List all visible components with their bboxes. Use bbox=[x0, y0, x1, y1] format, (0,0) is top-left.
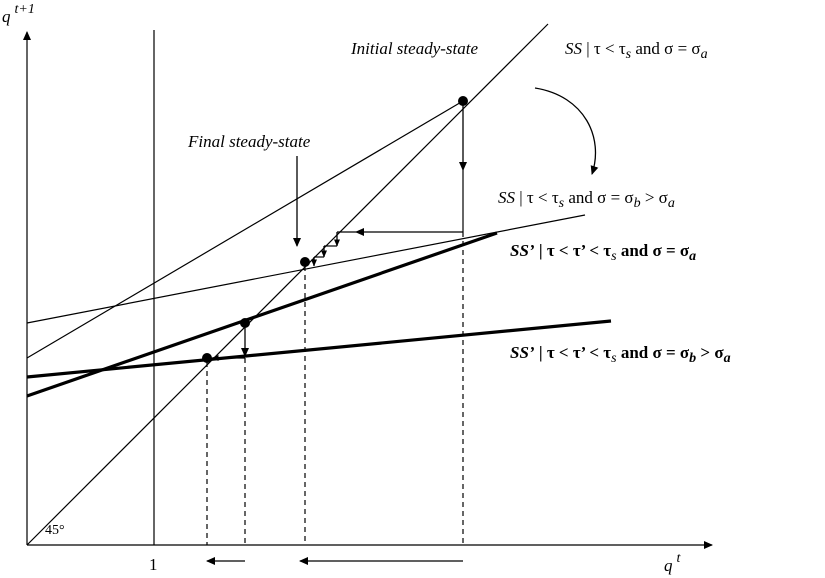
mid-steady-state-dot bbox=[240, 318, 250, 328]
initial-steady-state-label: Initial steady-state bbox=[350, 39, 478, 58]
ss-sigma-a-curve bbox=[26, 100, 464, 359]
angle-label: 45° bbox=[45, 523, 65, 538]
ss-sigma-b-curve bbox=[26, 214, 586, 324]
final-steady-state-label: Final steady-state bbox=[187, 132, 311, 151]
ss-sigma-a-label: SS | τ < τs and σ = σa bbox=[565, 39, 708, 62]
shift-curved-arrow bbox=[534, 87, 599, 175]
ss-prime-sigma-b-label: SS’ | τ < τ’ < τs and σ = σb > σa bbox=[510, 343, 731, 366]
ss-prime-sigma-a-label: SS’ | τ < τ’ < τs and σ = σa bbox=[510, 241, 696, 264]
low-steady-state-dot bbox=[202, 353, 212, 363]
ss-sigma-b-label: SS | τ < τs and σ = σb > σa bbox=[498, 188, 675, 211]
forty-five-degree-line bbox=[26, 23, 549, 546]
final-steady-state-dot bbox=[300, 257, 310, 267]
unit-tick-label: 1 bbox=[149, 555, 158, 574]
y-axis-label: q t+1 bbox=[2, 2, 35, 26]
initial-steady-state-dot bbox=[458, 96, 468, 106]
ss-prime-sigma-b-curve bbox=[26, 319, 612, 379]
